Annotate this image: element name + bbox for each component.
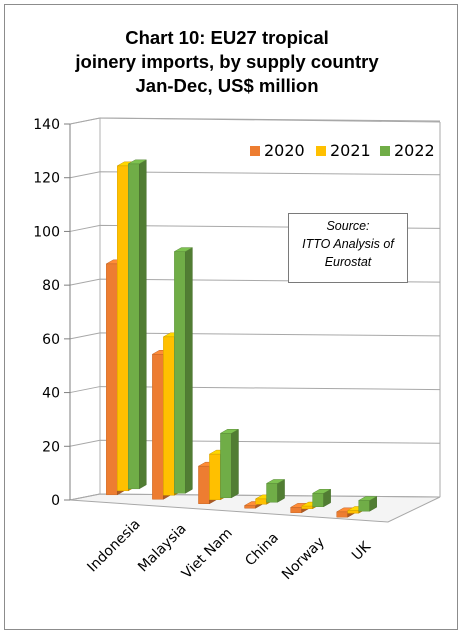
- bar-front: [290, 507, 302, 513]
- bar-front: [198, 465, 210, 505]
- left-wall: [69, 117, 101, 501]
- y-tick-label-40: 40: [42, 386, 60, 402]
- bar-front: [336, 511, 348, 518]
- bar-top: [311, 489, 332, 494]
- bar-top: [173, 247, 194, 252]
- bar-front: [358, 500, 370, 512]
- y-tick-label-100: 100: [33, 224, 60, 240]
- bar-front: [220, 433, 232, 499]
- gridline-20: [69, 439, 441, 447]
- y-axis-ticks: 0 20 40 60 80 100 120 140: [33, 117, 71, 509]
- gridline-60: [69, 332, 441, 340]
- bar-front: [266, 483, 278, 503]
- y-tick-label-0: 0: [51, 493, 60, 509]
- bar-front: [244, 505, 256, 509]
- legend-swatch-2020: [250, 146, 260, 156]
- category-label-china: China: [242, 530, 282, 570]
- bar-2022-norway: [311, 488, 332, 508]
- source-line-3: Eurostat: [324, 255, 372, 269]
- gridline-140: [69, 117, 441, 125]
- y-tick-label-60: 60: [42, 332, 60, 348]
- bar-front: [209, 453, 221, 501]
- source-annotation: Source: ITTO Analysis of Eurostat: [288, 213, 408, 283]
- bar-2022-uk: [357, 496, 378, 512]
- y-tick-label-120: 120: [33, 171, 60, 187]
- y-tick-label-140: 140: [33, 117, 60, 133]
- bar-side: [185, 247, 193, 494]
- bar-top: [265, 479, 286, 484]
- source-line-1: Source:: [326, 219, 370, 233]
- bar-side: [231, 428, 239, 499]
- legend-label-2021: 2021: [330, 141, 371, 160]
- legend-swatch-2022: [380, 146, 390, 156]
- bar-front: [163, 336, 175, 496]
- legend-label-2022: 2022: [394, 141, 435, 160]
- y-tick-label-80: 80: [42, 278, 60, 294]
- y-tick-label-20: 20: [42, 439, 60, 455]
- bar-front: [152, 354, 164, 500]
- bar-front: [106, 263, 118, 496]
- bar-2022-malaysia: [173, 247, 194, 494]
- chart-title: Chart 10: EU27 tropical joinery imports,…: [0, 26, 454, 98]
- chart-title-line-2: joinery imports, by supply country: [75, 51, 379, 72]
- bar-side: [139, 159, 147, 490]
- category-label-norway: Norway: [279, 534, 328, 583]
- bar-front: [174, 251, 186, 494]
- bar-top: [127, 159, 148, 165]
- bar-front: [117, 165, 129, 492]
- chart-title-line-3: Jan-Dec, US$ million: [135, 75, 319, 96]
- bar-front: [255, 498, 267, 505]
- source-line-2: ITTO Analysis of: [302, 237, 394, 251]
- bar-front: [312, 493, 324, 507]
- category-label-indonesia: Indonesia: [84, 516, 143, 575]
- bars: [105, 159, 378, 518]
- bar-top: [357, 496, 378, 501]
- chart-title-line-1: Chart 10: EU27 tropical: [125, 27, 329, 48]
- bar-2022-china: [265, 479, 286, 503]
- bar-front: [347, 510, 359, 514]
- bar-top: [219, 429, 240, 434]
- legend: 2020 2021 2022: [250, 141, 435, 160]
- legend-swatch-2021: [316, 146, 326, 156]
- legend-label-2020: 2020: [264, 141, 305, 160]
- bar-2022-viet-nam: [219, 428, 240, 499]
- gridline-40: [69, 386, 441, 394]
- gridline-120: [69, 171, 441, 179]
- gridlines: [69, 117, 441, 501]
- bar-2022-indonesia: [127, 159, 148, 490]
- category-label-uk: UK: [349, 538, 375, 564]
- bar-front: [301, 505, 313, 509]
- bar-front: [128, 163, 140, 490]
